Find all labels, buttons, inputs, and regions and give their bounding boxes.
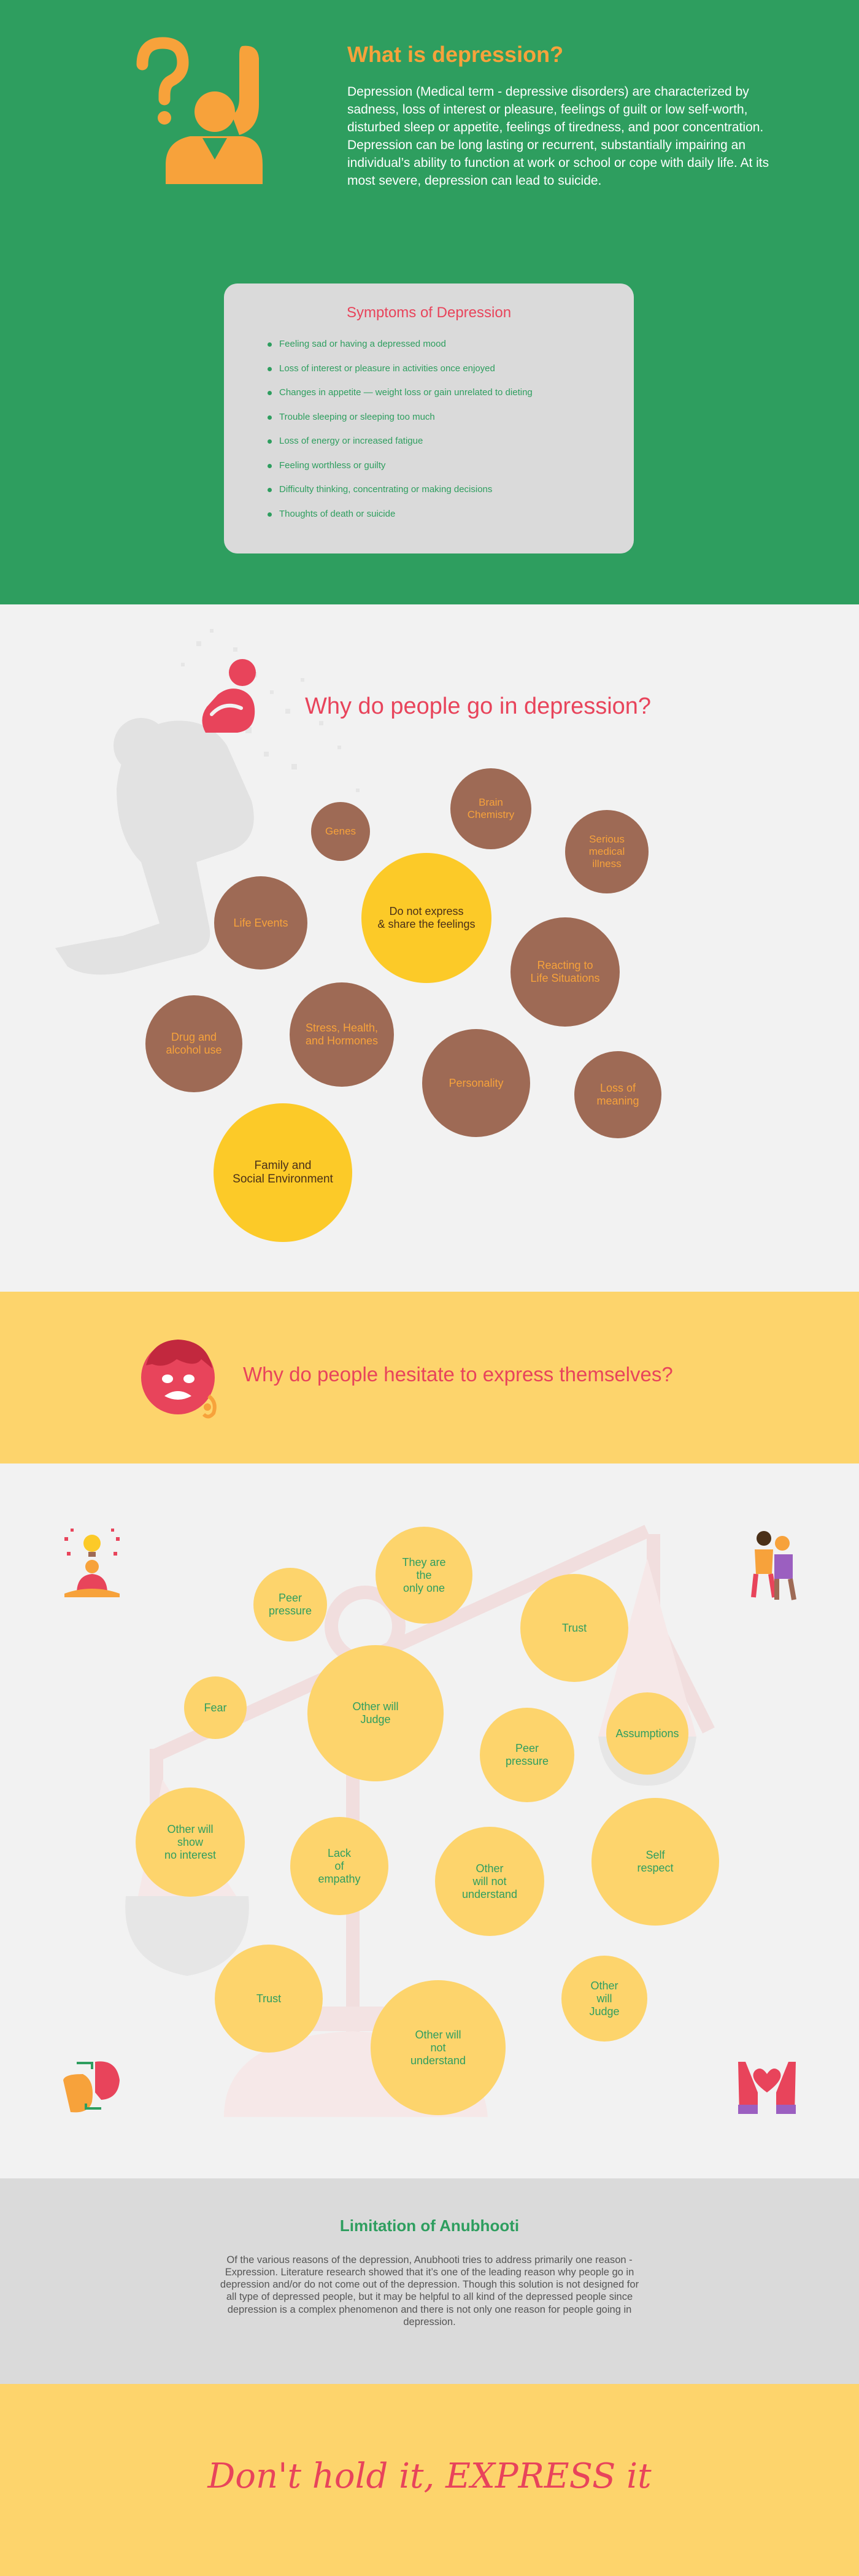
why-depression-title: Why do people go in depression? [305, 693, 652, 719]
bubble-other-will-judge: Other will Judge [561, 1956, 647, 2042]
symptom-item: Feeling sad or having a depressed mood [268, 339, 533, 363]
why-hesitate-section: Why do people hesitate to express themse… [0, 1292, 859, 1463]
conversation-icon [63, 2061, 120, 2113]
bubble-brain-chemistry: Brain Chemistry [450, 768, 531, 849]
symptom-item: Feeling worthless or guilty [268, 460, 533, 485]
meditation-lightbulb-icon [64, 1529, 120, 1597]
symptom-item: Loss of interest or pleasure in activiti… [268, 363, 533, 388]
bubble-family-and-social-environment: Family and Social Environment [214, 1103, 352, 1242]
symptoms-title: Symptoms of Depression [346, 304, 512, 321]
bubble-assumptions: Assumptions [606, 1692, 688, 1775]
symptom-item: Changes in appetite — weight loss or gai… [268, 387, 533, 412]
bubble-other-will-judge: Other will Judge [307, 1645, 444, 1781]
bubble-personality: Personality [422, 1029, 530, 1137]
bubble-life-events: Life Events [214, 876, 307, 970]
limitation-section: Limitation of Anubhooti Of the various r… [0, 2178, 859, 2384]
heart-hands-icon [738, 2062, 796, 2114]
slogan-text: Don't hold it, EXPRESS it [207, 2456, 652, 2496]
symptom-item: Trouble sleeping or sleeping too much [268, 412, 533, 436]
bubble-stress-health-hormones: Stress, Health, and Hormones [290, 982, 394, 1087]
bubble-lack-of-empathy: Lack of empathy [290, 1817, 388, 1915]
symptoms-list: Feeling sad or having a depressed mood L… [268, 339, 533, 533]
what-is-depression-section: What is depression? Depression (Medical … [0, 0, 859, 604]
what-is-depression-title: What is depression? [347, 42, 564, 67]
stressed-face-icon [141, 1340, 217, 1419]
bubble-genes: Genes [311, 802, 370, 861]
bubble-peer-pressure: Peer pressure [253, 1568, 327, 1641]
bubble-serious-medical-illness: Serious medical illness [565, 810, 649, 893]
bubble-do-not-express: Do not express & share the feelings [361, 853, 491, 983]
what-is-depression-text: Depression (Medical term - depressive di… [347, 85, 769, 188]
sad-person-icon [202, 659, 256, 733]
bubble-other-will-show-no-interest: Other will show no interest [136, 1787, 245, 1897]
bubble-other-will-not-understand: Other will not understand [435, 1827, 544, 1936]
bubble-loss-of-meaning: Loss of meaning [574, 1051, 661, 1138]
bubble-drug-and-alcohol-use: Drug and alcohol use [145, 995, 242, 1092]
hesitation-reasons-section: They are the only one Peer pressure Trus… [0, 1463, 859, 2178]
bubble-fear: Fear [184, 1676, 247, 1739]
bubble-trust: Trust [520, 1574, 628, 1682]
bubble-self-respect: Self respect [591, 1798, 719, 1926]
limitation-title: Limitation of Anubhooti [339, 2216, 520, 2235]
bubble-reacting-to-life-situations: Reacting to Life Situations [510, 917, 620, 1027]
symptom-item: Difficulty thinking, concentrating or ma… [268, 484, 533, 509]
bubble-they-are-the-only-one: They are the only one [376, 1527, 472, 1624]
symptom-item: Thoughts of death or suicide [268, 509, 533, 533]
sitting-figure-background-icon [55, 629, 360, 975]
bubble-trust: Trust [215, 1945, 323, 2053]
limitation-text: Of the various reasons of the depression… [220, 2254, 639, 2327]
question-person-icon [136, 37, 263, 184]
bubble-peer-pressure: Peer pressure [480, 1708, 574, 1802]
symptom-item: Loss of energy or increased fatigue [268, 436, 533, 460]
bubble-other-will-not-understand: Other will not understand [371, 1980, 506, 2115]
slogan-section: Don't hold it, EXPRESS it [0, 2384, 859, 2576]
symptoms-card: Symptoms of Depression Feeling sad or ha… [224, 283, 634, 553]
why-depression-section: Why do people go in depression? Brain Ch… [0, 604, 859, 1292]
why-hesitate-title: Why do people hesitate to express themse… [243, 1363, 673, 1386]
friends-support-icon [751, 1531, 796, 1600]
